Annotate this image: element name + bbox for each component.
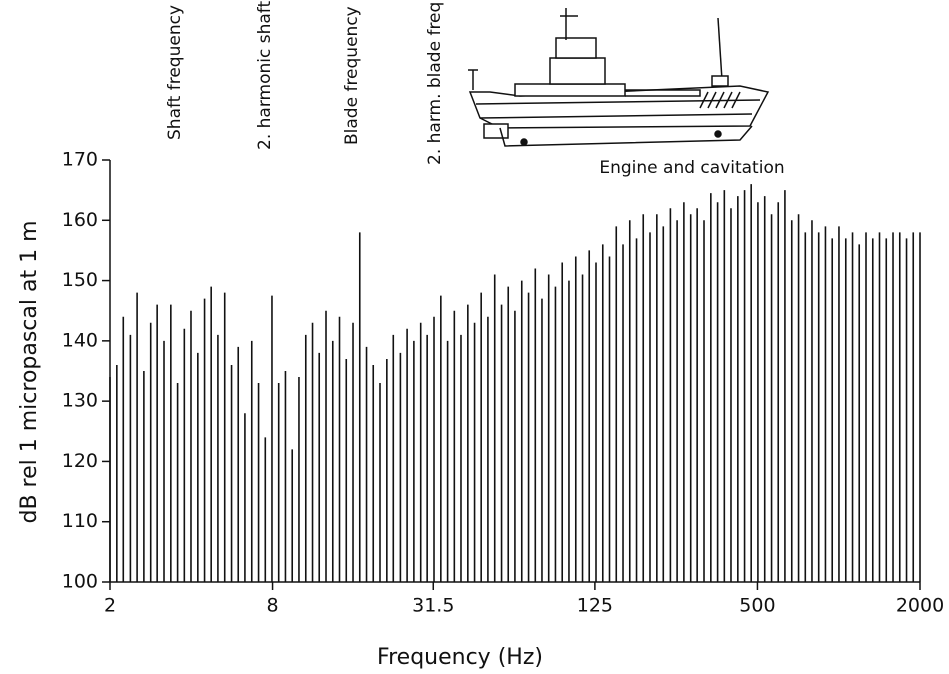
y-axis-label: dB rel 1 micropascal at 1 m: [17, 220, 42, 523]
x-axis-label: Frequency (Hz): [377, 645, 543, 670]
x-tick-label: 125: [577, 595, 613, 617]
annotation: 2. harm. blade freq.: [425, 0, 445, 165]
x-tick-label: 8: [267, 595, 279, 617]
y-tick-label: 120: [62, 450, 98, 472]
annotation: 2. harmonic shaft: [255, 1, 275, 150]
y-tick-label: 170: [62, 149, 98, 171]
y-tick-label: 110: [62, 510, 98, 532]
annotation: Blade frequency: [342, 6, 362, 145]
annotation: Engine and cavitation: [599, 158, 784, 178]
y-tick-label: 130: [62, 390, 98, 412]
x-tick-label: 2: [104, 595, 116, 617]
y-tick-label: 160: [62, 209, 98, 231]
x-tick-label: 2000: [896, 595, 944, 617]
y-tick-label: 100: [62, 571, 98, 593]
x-tick-label: 500: [739, 595, 775, 617]
ship-illustration: [468, 8, 770, 147]
x-tick-label: 31.5: [412, 595, 454, 617]
y-tick-label: 140: [62, 329, 98, 351]
y-tick-label: 150: [62, 269, 98, 291]
annotation: Shaft frequency: [165, 5, 185, 140]
